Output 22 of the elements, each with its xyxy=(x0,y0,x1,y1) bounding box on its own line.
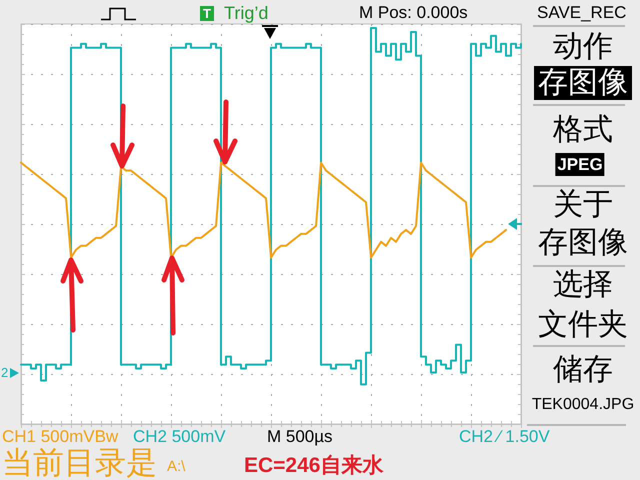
text: 文件夹 xyxy=(538,308,628,341)
text: CH2 500mV xyxy=(133,427,226,446)
text: M 500µs xyxy=(267,427,333,446)
text: A:\ xyxy=(167,458,186,475)
text: TEK0004.JPG xyxy=(532,396,634,413)
text: 选择 xyxy=(553,268,613,301)
text: 存图像 xyxy=(538,226,628,259)
text: Trig’d xyxy=(224,3,268,23)
text: SAVE_REC xyxy=(537,3,626,22)
text: 储存 xyxy=(553,353,613,386)
text: 当前目录是 xyxy=(2,445,157,480)
text: CH2 ∕ 1.50V xyxy=(459,427,550,446)
text: 格式 xyxy=(553,113,613,146)
text: JPEG xyxy=(555,153,605,176)
text: 存图像 xyxy=(534,66,632,100)
text: M Pos: 0.000s xyxy=(359,3,468,22)
text: 关于 xyxy=(553,188,613,221)
text: 2 xyxy=(1,365,8,380)
text: CH1 500mVBw xyxy=(2,427,118,446)
text: T xyxy=(200,6,214,21)
text: EC=246自来水 xyxy=(244,454,384,477)
text: 动作 xyxy=(553,30,613,63)
